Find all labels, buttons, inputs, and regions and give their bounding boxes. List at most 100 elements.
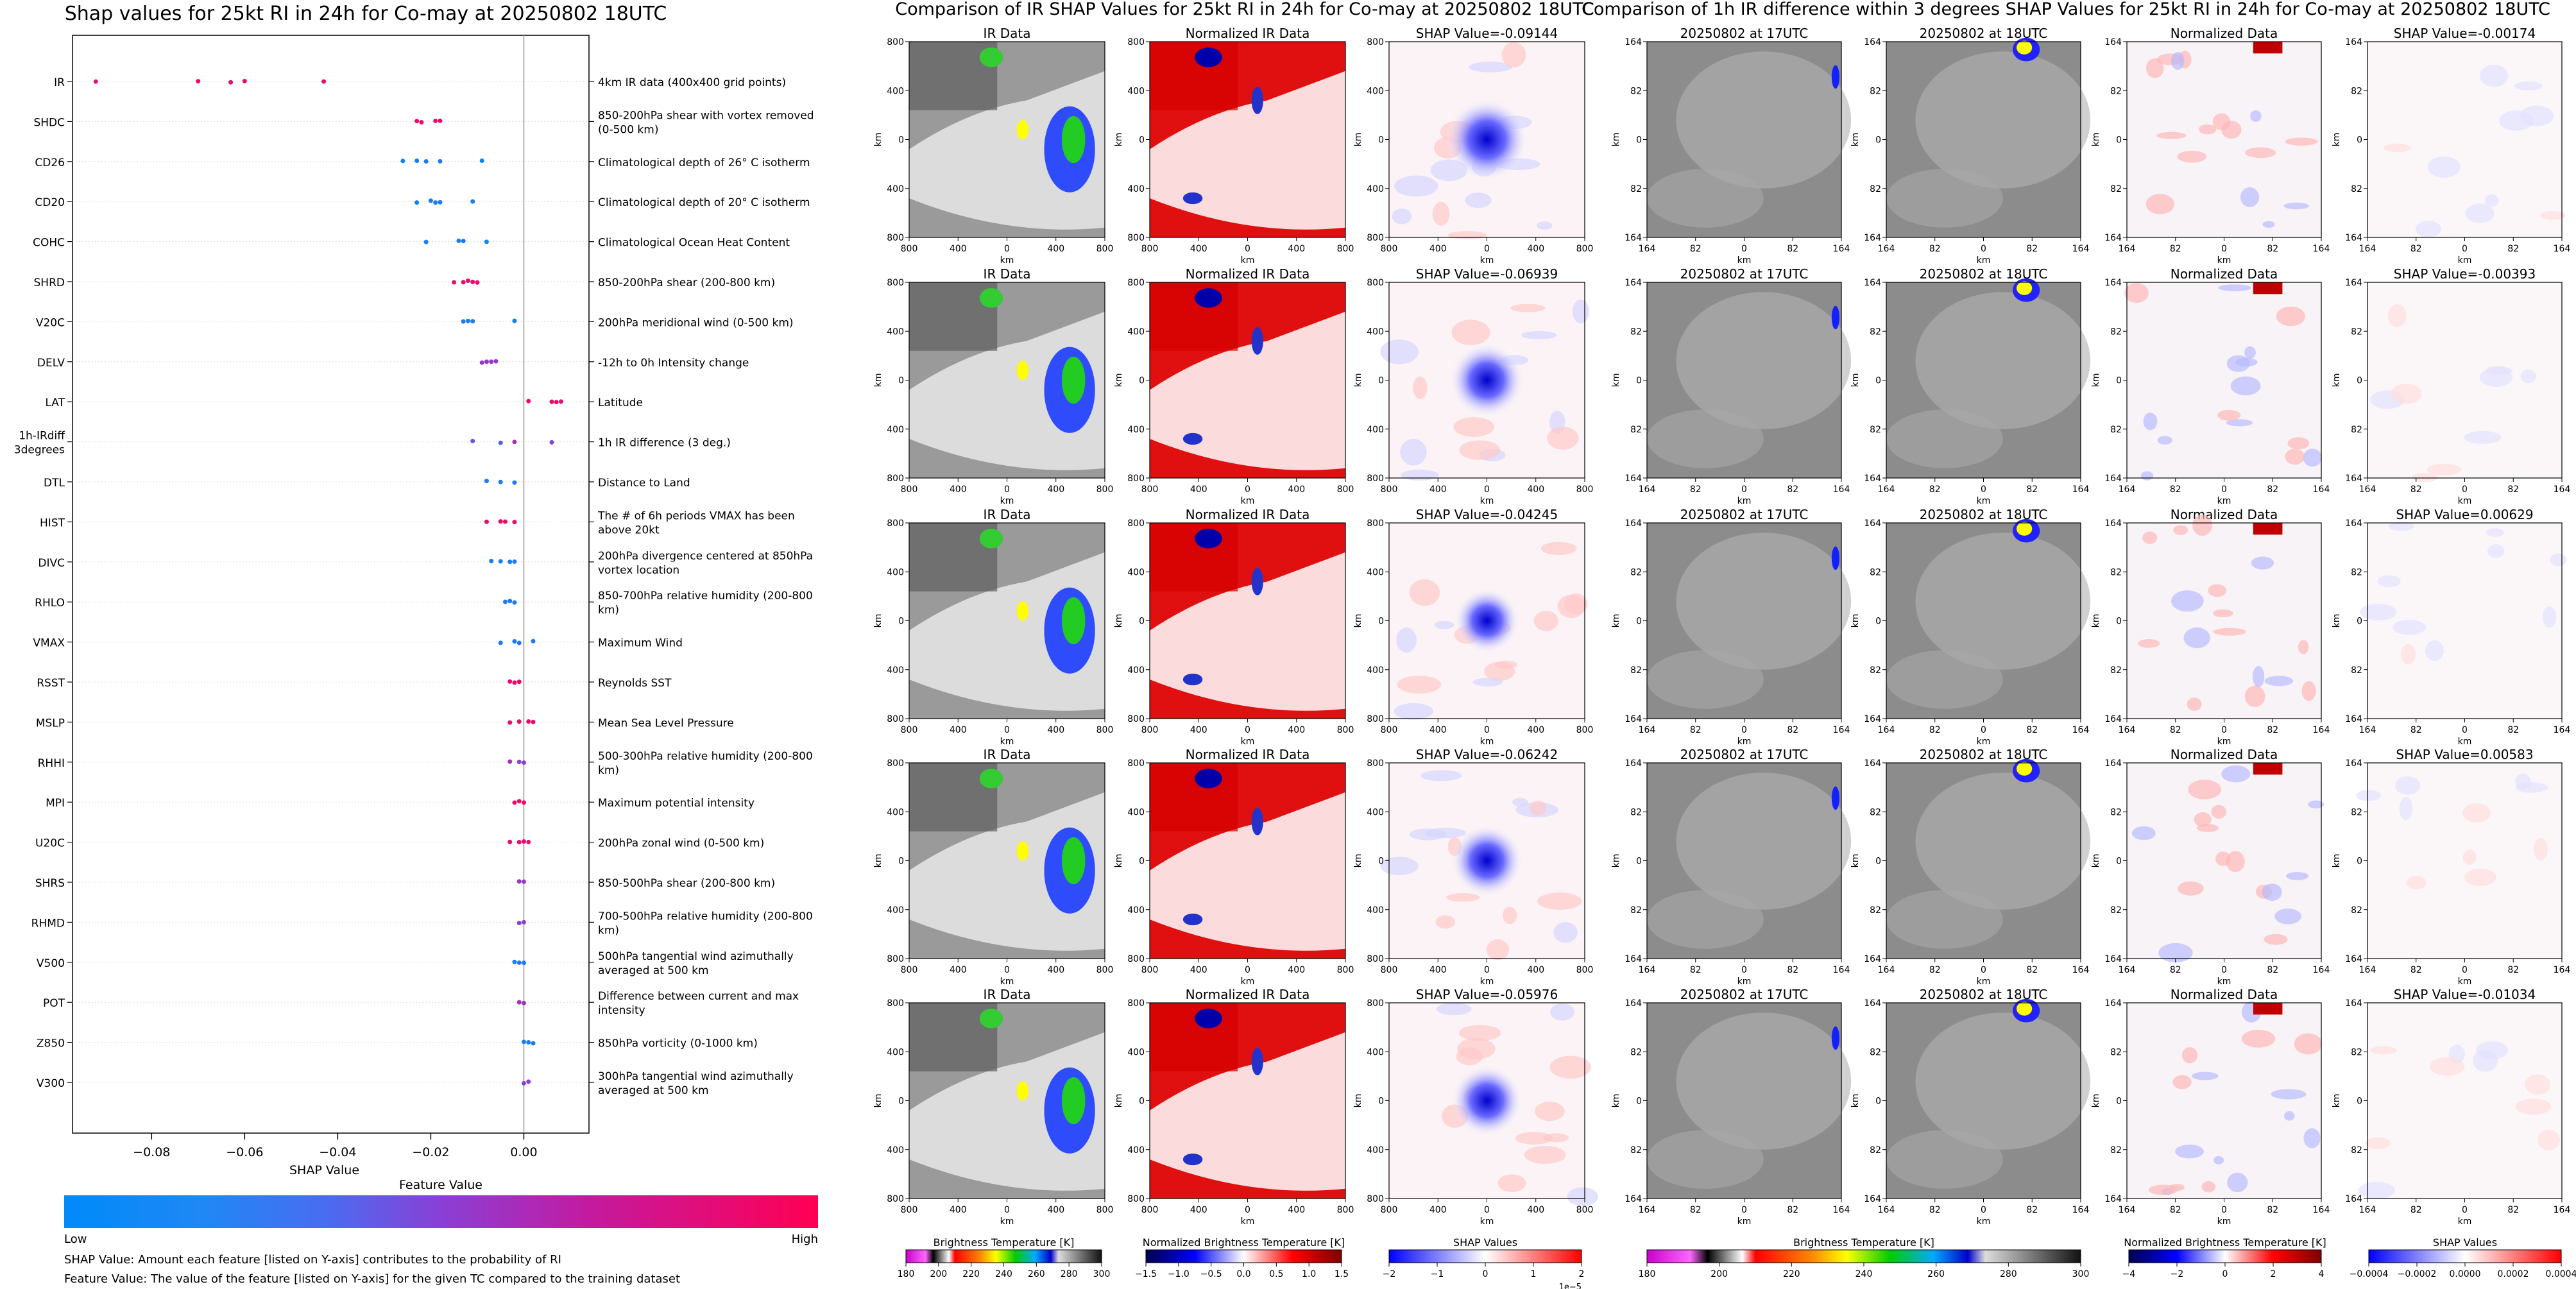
x-tick-label: 164 — [2554, 725, 2571, 735]
y-tick-label: 164 — [2104, 278, 2122, 288]
x-axis-label: km — [1737, 255, 1752, 266]
x-tick-label: 400 — [1527, 965, 1544, 975]
shap-point — [499, 480, 503, 484]
y-tick-label: 82 — [2110, 905, 2122, 916]
y-tick-label: 400 — [1367, 567, 1384, 577]
cloud-band — [1647, 650, 1764, 709]
x-tick-label: −0.02 — [412, 1145, 449, 1159]
shap-speckle — [2543, 606, 2556, 627]
y-tick-label: 0 — [2357, 617, 2362, 627]
x-tick-label: 82 — [1929, 484, 1941, 495]
x-tick-label: 0 — [2462, 725, 2468, 735]
x-tick-label: 164 — [2313, 725, 2330, 735]
diff-speckle — [2242, 1030, 2275, 1048]
panel-title: Normalized IR Data — [1186, 26, 1310, 41]
cold-spot — [1832, 1027, 1839, 1050]
shap-point — [517, 679, 522, 684]
shap-speckle — [2416, 221, 2441, 237]
strong-diff — [2253, 763, 2282, 774]
y-tick-label: 82 — [1630, 665, 1642, 676]
diff-speckle — [2156, 132, 2187, 139]
cold-spot — [1832, 306, 1839, 330]
panel-title: 20250802 at 17UTC — [1680, 26, 1809, 41]
shap-point — [522, 1081, 526, 1086]
y-tick-label: 400 — [1367, 1145, 1384, 1156]
x-tick-label: 164 — [2119, 244, 2136, 254]
shap-speckle — [2521, 370, 2536, 383]
y-tick-label: 0 — [1139, 1097, 1145, 1107]
shap-colorbar — [1389, 1250, 1582, 1263]
y-tick-label: 400 — [1367, 184, 1384, 194]
y-tick-label: 164 — [2345, 954, 2362, 964]
colorbar-title: Feature Value — [399, 1178, 482, 1192]
y-tick-label: 800 — [887, 954, 904, 964]
shap-speckle — [2514, 81, 2543, 90]
shap-speckle — [1495, 661, 1517, 669]
feature-description: km) — [598, 764, 619, 777]
diff-speckle — [2172, 1075, 2192, 1089]
x-tick-label: 400 — [1190, 484, 1207, 495]
shap-speckle — [1401, 470, 1438, 481]
x-tick-label: 400 — [950, 484, 967, 495]
cold-spot — [1183, 674, 1203, 685]
shap-point — [484, 520, 489, 524]
shap-point — [517, 1000, 522, 1005]
x-tick-label: 82 — [2410, 725, 2422, 735]
diff-speckle — [2264, 934, 2287, 945]
panel-title: Normalized Data — [2171, 26, 2278, 41]
x-axis-label: km — [1000, 496, 1014, 506]
diff-speckle — [2265, 676, 2294, 686]
y-tick-label: 800 — [887, 518, 904, 529]
y-axis-label: km — [2091, 373, 2101, 388]
y-axis-label: km — [1611, 854, 1621, 868]
y-tick-label: 164 — [1625, 998, 1642, 1009]
panel-title: Normalized Data — [2171, 507, 2278, 522]
panel-title: IR Data — [984, 987, 1031, 1002]
x-tick-label: 164 — [2359, 484, 2376, 495]
cold-spot — [1252, 1048, 1263, 1075]
ir-image — [909, 282, 1105, 478]
x-tick-label: 164 — [2119, 965, 2136, 975]
x-tick-label: 0 — [1741, 1205, 1747, 1215]
y-tick-label: 0 — [1139, 376, 1145, 386]
feature-description: 850-200hPa shear with vortex removed — [598, 109, 814, 122]
panel-title: SHAP Value=-0.01034 — [2394, 987, 2536, 1002]
x-tick-label: 164 — [1833, 484, 1850, 495]
x-tick-label: 400 — [950, 965, 967, 975]
y-tick-label: 82 — [2110, 86, 2122, 96]
cold-spot — [1252, 327, 1263, 355]
y-tick-label: 400 — [887, 1047, 904, 1057]
colorbar-tick-label: 260 — [1927, 1269, 1945, 1279]
diff-speckle — [2253, 666, 2264, 687]
x-tick-label: 0 — [1004, 725, 1010, 735]
x-tick-label: 800 — [1337, 1205, 1354, 1215]
shap-point — [531, 639, 535, 644]
feature-name: VMAX — [33, 637, 65, 650]
x-axis-label: km — [2217, 1216, 2231, 1227]
shap-speckle — [2401, 644, 2416, 664]
diff-speckle — [2221, 765, 2250, 782]
y-tick-label: 82 — [1870, 905, 1881, 916]
diff-speckle — [2175, 1145, 2204, 1158]
ir-image — [909, 763, 1105, 959]
y-tick-label: 400 — [1367, 327, 1384, 337]
y-axis-label: km — [1611, 614, 1621, 628]
y-axis-label: km — [873, 373, 883, 388]
cloud-band — [1915, 51, 2090, 189]
shap-speckle — [1380, 339, 1418, 364]
y-axis-label: km — [2332, 854, 2342, 868]
shap-point — [526, 399, 531, 404]
shap-speckle — [2400, 797, 2412, 820]
y-tick-label: 82 — [2110, 327, 2122, 337]
shap-point — [480, 158, 484, 163]
diff-speckle — [2250, 110, 2261, 122]
x-tick-label: 0 — [2221, 725, 2227, 735]
feature-name: LAT — [45, 397, 65, 409]
y-tick-label: 400 — [1127, 665, 1145, 676]
cold-spot — [1252, 87, 1263, 114]
shap-point — [512, 481, 516, 485]
normalized-difference-image — [2127, 515, 2321, 719]
cold-core — [1062, 116, 1086, 163]
x-tick-label: 82 — [2267, 965, 2278, 975]
x-axis-label: km — [2217, 496, 2231, 506]
